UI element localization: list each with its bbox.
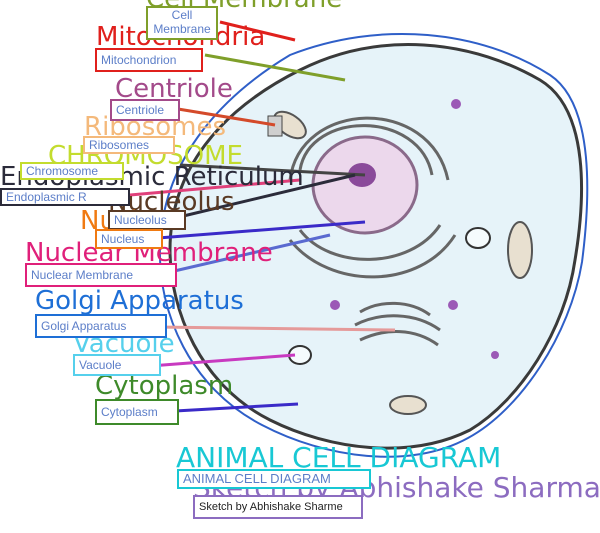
box-credit[interactable]: Sketch by Abhishake Sharme bbox=[193, 495, 363, 519]
vesicle-shape bbox=[330, 300, 340, 310]
mitochondrion-shape bbox=[507, 221, 533, 279]
big-label-cytoplasm: Cytoplasm bbox=[95, 371, 234, 401]
golgi-shape bbox=[359, 330, 439, 347]
box-label-chromosome[interactable]: Chromosome bbox=[20, 162, 124, 180]
vesicle-shape bbox=[451, 99, 461, 109]
er-arc bbox=[288, 234, 457, 279]
box-label-mitochondria[interactable]: Mitochondrion bbox=[95, 48, 203, 72]
box-label-endoplasmic-reticulum[interactable]: Endoplasmic R bbox=[0, 188, 130, 206]
leader-cytoplasm bbox=[174, 402, 299, 413]
leader-nuclear-membrane bbox=[169, 233, 331, 274]
leader-lines bbox=[129, 20, 396, 413]
box-label-cell-membrane[interactable]: Cell Membrane bbox=[146, 6, 218, 40]
mitochondrion-shape bbox=[389, 395, 427, 415]
er-arc bbox=[298, 124, 434, 176]
big-label-golgi-apparatus: Golgi Apparatus bbox=[35, 286, 244, 316]
golgi-shape bbox=[354, 314, 441, 332]
box-label-nucleus[interactable]: Nucleus bbox=[95, 229, 163, 249]
box-label-vacuole[interactable]: Vacuole bbox=[73, 354, 161, 376]
box-label-cytoplasm[interactable]: Cytoplasm bbox=[95, 399, 179, 425]
vesicle-shape bbox=[448, 300, 458, 310]
leader-er bbox=[129, 178, 301, 197]
leader-nucleus bbox=[157, 220, 366, 240]
box-label-nucleolus[interactable]: Nucleolus bbox=[108, 210, 186, 230]
leader-chromosome bbox=[179, 163, 366, 177]
centriole-shape bbox=[267, 115, 283, 137]
leader-nucleolus bbox=[174, 173, 356, 220]
box-label-ribosomes[interactable]: Ribosomes bbox=[83, 136, 175, 154]
vacuole-shape bbox=[465, 227, 491, 249]
vesicle-shape bbox=[491, 351, 499, 359]
leader-vacuole bbox=[149, 353, 296, 368]
leader-mitochondria bbox=[204, 53, 346, 82]
big-title: ANIMAL CELL DIAGRAM bbox=[176, 441, 502, 474]
cell-body bbox=[168, 43, 583, 450]
leader-cell-membrane bbox=[219, 20, 296, 42]
golgi-shape bbox=[359, 301, 431, 317]
box-label-nuclear-membrane[interactable]: Nuclear Membrane bbox=[25, 263, 177, 287]
big-label-centriole: Centriole bbox=[115, 74, 233, 104]
box-title[interactable]: ANIMAL CELL DIAGRAM bbox=[177, 469, 371, 489]
leader-golgi bbox=[154, 325, 396, 332]
er-arc bbox=[288, 116, 450, 181]
box-label-centriole[interactable]: Centriole bbox=[110, 99, 180, 121]
er-arc bbox=[298, 224, 442, 261]
leader-centriole bbox=[177, 107, 276, 127]
box-label-golgi-apparatus[interactable]: Golgi Apparatus bbox=[35, 314, 167, 338]
